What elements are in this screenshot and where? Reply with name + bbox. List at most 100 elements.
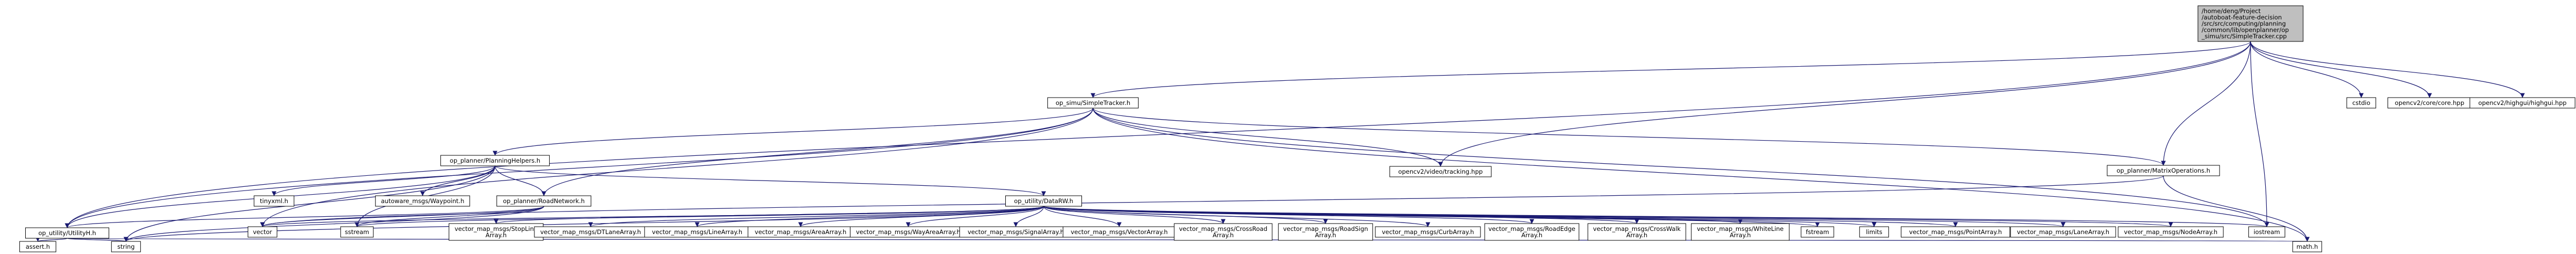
node-label: Array.h (1315, 231, 1336, 239)
node-iostream[interactable]: iostream (2248, 226, 2286, 238)
node-roadnetwork[interactable]: op_planner/RoadNetwork.h (496, 195, 592, 207)
node-box (448, 223, 544, 241)
node-dtlane[interactable]: vector_map_msgs/DTLaneArray.h (534, 226, 647, 238)
node-fstream[interactable]: fstream (1801, 226, 1834, 238)
node-matrixoperations[interactable]: op_planner/MatrixOperations.h (2107, 165, 2220, 176)
node-sstream[interactable]: sstream (340, 226, 374, 238)
node-label: vector_map_msgs/SignalArray.h (968, 228, 1064, 236)
node-label: Array.h (1213, 231, 1234, 239)
node-opencv_highgui[interactable]: opencv2/highgui/highgui.hpp (2469, 97, 2575, 109)
edge-planninghelpers-to-datarw (495, 165, 1046, 196)
node-label: fstream (1806, 228, 1829, 236)
edge-datarw-to-crossroad (1043, 206, 1226, 224)
edge-utilityh-to-string (67, 237, 129, 242)
edge-root-to-cstdio (2250, 41, 2364, 98)
edge-simpletracker-to-utilityh (65, 108, 1094, 228)
node-nodearray[interactable]: vector_map_msgs/NodeArray.h (2118, 226, 2224, 238)
node-label: string (117, 243, 134, 250)
node-label: Array.h (486, 231, 507, 239)
node-tinyxml[interactable]: tinyxml.h (254, 195, 295, 207)
node-label: vector_map_msgs/CrossWalk (1593, 225, 1681, 232)
node-waypoint[interactable]: autoware_msgs/Waypoint.h (375, 195, 470, 207)
node-box (1900, 226, 2011, 238)
node-opencv_core[interactable]: opencv2/core/core.hpp (2388, 97, 2472, 109)
node-areaarray[interactable]: vector_map_msgs/AreaArray.h (748, 226, 854, 238)
node-box (2118, 226, 2224, 238)
node-box (1278, 223, 1373, 241)
node-label: vector_map_msgs/WayAreaArray.h (856, 228, 960, 236)
node-datarw[interactable]: op_utility/DataRW.h (1005, 195, 1082, 207)
edge-simpletracker-to-opencv_tracking (1092, 108, 1443, 167)
node-label: vector_map_msgs/LaneArray.h (2017, 228, 2109, 236)
node-box (254, 195, 295, 207)
node-box (111, 241, 141, 252)
node-label: Array.h (1730, 231, 1751, 239)
edge-planninghelpers-to-roadnetwork (495, 165, 546, 196)
edge-datarw-to-linearray (695, 206, 1044, 227)
node-label: limits (1866, 228, 1882, 236)
edge-root-to-matrixoperations (2161, 41, 2251, 166)
node-label: math.h (2297, 243, 2318, 250)
node-box (2469, 97, 2575, 109)
node-label: vector_map_msgs/AreaArray.h (755, 228, 847, 236)
node-utilityh[interactable]: op_utility/UtilityH.h (25, 227, 109, 239)
edge-planninghelpers-to-string (123, 165, 496, 242)
node-box (2198, 5, 2304, 42)
node-box (2010, 226, 2116, 238)
edge-root-to-opencv_core (2250, 41, 2432, 98)
node-label: tinyxml.h (260, 197, 288, 205)
edge-datarw-to-string (123, 206, 1044, 242)
edge-roadnetwork-to-string (123, 206, 544, 242)
node-asserth[interactable]: assert.h (19, 241, 57, 252)
edges-layer (35, 41, 2525, 242)
edge-datarw-to-curb (1043, 206, 1431, 227)
edge-root-to-opencv_highgui (2250, 41, 2525, 98)
node-point[interactable]: vector_map_msgs/PointArray.h (1900, 226, 2011, 238)
node-box (25, 227, 109, 239)
edge-simpletracker-to-matrixoperations (1092, 108, 2166, 166)
node-box (1691, 223, 1790, 241)
node-curb[interactable]: vector_map_msgs/CurbArray.h (1375, 226, 1481, 238)
node-opencv_tracking[interactable]: opencv2/video/tracking.hpp (1389, 166, 1492, 177)
node-label: sstream (345, 228, 369, 236)
node-label: iostream (2254, 228, 2280, 236)
node-label: opencv2/core/core.hpp (2395, 99, 2464, 107)
edge-planninghelpers-to-tinyxml (271, 165, 496, 196)
node-box (1047, 97, 1139, 109)
node-label: vector_map_msgs/WhiteLine (1697, 225, 1783, 232)
node-limits[interactable]: limits (1859, 226, 1889, 238)
node-wayarea[interactable]: vector_map_msgs/WayAreaArray.h (850, 226, 966, 238)
edge-simpletracker-to-iostream (1092, 108, 2269, 227)
node-planninghelpers[interactable]: op_planner/PlanningHelpers.h (440, 155, 550, 166)
node-string[interactable]: string (111, 241, 141, 252)
node-label: Array.h (1521, 231, 1542, 239)
edge-datarw-to-wayarea (906, 206, 1044, 227)
nodes-layer: /home/deng/Project/autoboat-feature-deci… (19, 5, 2575, 252)
node-cstdio[interactable]: cstdio (2346, 97, 2377, 109)
node-lane[interactable]: vector_map_msgs/LaneArray.h (2010, 226, 2116, 238)
node-signal[interactable]: vector_map_msgs/SignalArray.h (959, 226, 1073, 238)
node-box (1484, 223, 1580, 241)
node-box (1587, 223, 1686, 241)
node-label: /src/src/computing/planning (2202, 20, 2286, 27)
node-label: vector_map_msgs/CurbArray.h (1382, 228, 1474, 236)
edge-utilityh-to-asserth (35, 237, 68, 242)
node-box (19, 241, 57, 252)
node-linearray[interactable]: vector_map_msgs/LineArray.h (644, 226, 750, 238)
node-label: /common/lib/openplanner/op (2202, 26, 2289, 34)
edge-datarw-to-areaarray (798, 206, 1044, 227)
node-vector_arr[interactable]: vector_map_msgs/VectorArray.h (1063, 226, 1176, 238)
node-mathh[interactable]: math.h (2292, 241, 2322, 252)
node-vector[interactable]: vector (247, 226, 278, 238)
edge-datarw-to-dtlane (588, 206, 1044, 227)
edge-root-to-iostream (2250, 41, 2269, 227)
edge-roadnetwork-to-vector (260, 206, 544, 227)
edge-root-to-opencv_tracking (1438, 41, 2251, 167)
node-simpletracker[interactable]: op_simu/SimpleTracker.h (1047, 97, 1139, 109)
